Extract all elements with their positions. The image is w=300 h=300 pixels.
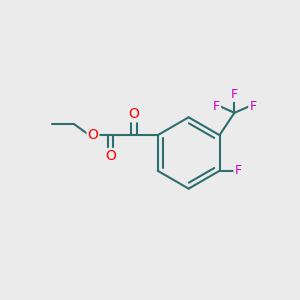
Text: O: O — [88, 128, 98, 142]
Text: O: O — [128, 107, 140, 121]
Text: O: O — [105, 149, 116, 163]
Text: F: F — [249, 100, 256, 113]
Text: F: F — [213, 100, 220, 113]
Text: F: F — [234, 164, 242, 177]
Text: F: F — [231, 88, 238, 101]
